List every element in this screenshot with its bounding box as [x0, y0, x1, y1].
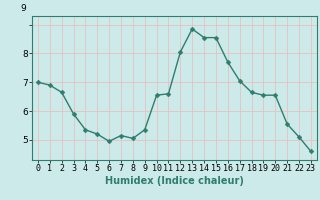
X-axis label: Humidex (Indice chaleur): Humidex (Indice chaleur)	[105, 176, 244, 186]
Text: 9: 9	[20, 4, 26, 13]
